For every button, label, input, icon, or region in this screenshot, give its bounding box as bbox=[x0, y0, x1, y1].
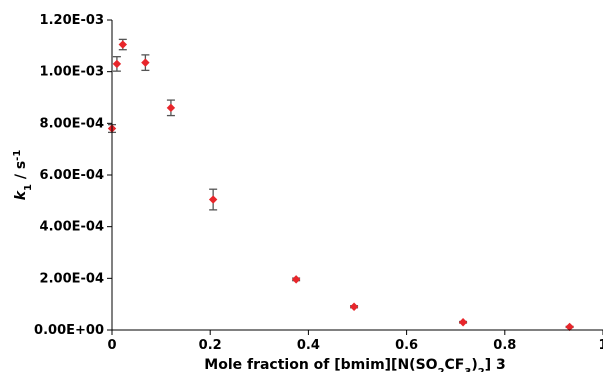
data-point-group bbox=[112, 56, 122, 72]
data-point-group bbox=[208, 188, 218, 211]
x-tick-label: 0.8 bbox=[493, 338, 516, 353]
y-tick-label: 1.20E-03 bbox=[40, 13, 104, 28]
y-tick-label: 2.00E-04 bbox=[40, 271, 104, 286]
x-axis-ticks: 0 0.2 0.4 0.6 0.8 1 bbox=[107, 330, 603, 353]
data-point-group bbox=[458, 318, 468, 327]
x-tick-label: 1 bbox=[598, 338, 603, 353]
data-point-marker bbox=[112, 59, 122, 69]
data-point-marker bbox=[291, 275, 301, 284]
data-point-group bbox=[349, 302, 359, 311]
y-axis-ticks: 0.00E+00 2.00E-04 4.00E-04 6.00E-04 8.00E-04… bbox=[34, 13, 112, 338]
x-tick-label: 0.4 bbox=[297, 338, 320, 353]
data-point-marker bbox=[166, 103, 176, 113]
data-point-marker bbox=[118, 40, 128, 49]
y-tick-label: 0.00E+00 bbox=[34, 323, 104, 338]
x-tick-label: 0.2 bbox=[199, 338, 222, 353]
data-point-marker bbox=[565, 322, 574, 332]
y-tick-label: 6.00E-04 bbox=[40, 168, 104, 183]
x-tick-label: 0 bbox=[107, 338, 116, 353]
data-point-marker bbox=[349, 302, 359, 311]
x-tick-label: 0.6 bbox=[395, 338, 418, 353]
data-point-group bbox=[141, 54, 150, 72]
data-point-marker bbox=[141, 58, 150, 67]
x-axis-label: Mole fraction of [bmim][N(SO2CF3)2] 3 bbox=[204, 357, 505, 372]
data-point-marker bbox=[208, 195, 218, 204]
y-axis-label: k1 / s-1 bbox=[12, 150, 34, 201]
data-point-group bbox=[118, 38, 128, 51]
data-series bbox=[107, 38, 574, 332]
y-tick-label: 1.00E-03 bbox=[40, 65, 104, 80]
data-point-group bbox=[565, 322, 574, 332]
data-point-marker bbox=[458, 318, 468, 327]
y-tick-label: 8.00E-04 bbox=[40, 116, 104, 131]
data-point-group bbox=[291, 275, 301, 284]
data-point-group bbox=[166, 99, 176, 117]
y-tick-label: 4.00E-04 bbox=[40, 220, 104, 235]
